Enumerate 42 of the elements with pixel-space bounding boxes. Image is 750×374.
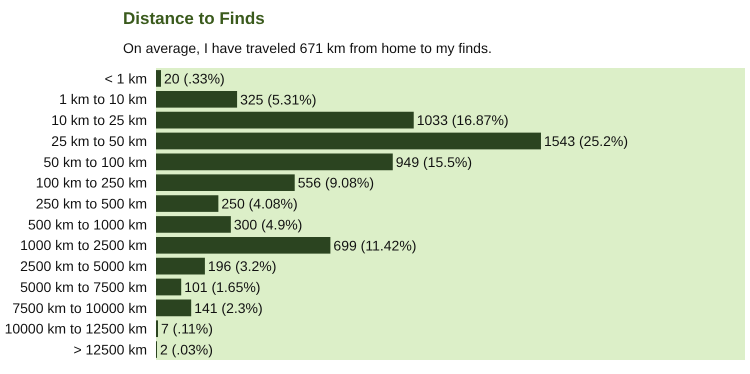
y-tick-label: 25 km to 50 km: [51, 132, 147, 149]
data-label: 325 (5.31%): [240, 91, 316, 108]
bar: [156, 278, 182, 296]
data-label: 1543 (25.2%): [544, 133, 628, 149]
data-label: 7 (.11%): [161, 320, 213, 337]
chart-subtitle: On average, I have traveled 671 km from home to my finds.: [123, 40, 492, 56]
bar: [156, 195, 218, 212]
y-tick-label: < 1 km: [104, 70, 147, 86]
bar: [156, 132, 541, 150]
y-tick-label: 5000 km to 7500 km: [20, 278, 147, 295]
data-label: 300 (4.9%): [234, 216, 302, 232]
bar: [156, 112, 414, 128]
data-label: 250 (4.08%): [221, 196, 298, 212]
bar: [156, 216, 231, 233]
bar: [156, 174, 295, 192]
y-tick-label: 1 km to 10 km: [59, 91, 147, 108]
y-tick-label: 2500 km to 5000 km: [20, 258, 147, 274]
bar: [156, 258, 205, 274]
y-tick-label: 10000 km to 12500 km: [4, 320, 147, 337]
data-label: 2 (.03%): [160, 342, 213, 358]
y-tick-label: 250 km to 500 km: [36, 195, 147, 212]
data-label: 20 (.33%): [164, 70, 225, 86]
data-label: 101 (1.65%): [184, 279, 260, 295]
y-tick-label: 1000 km to 2500 km: [20, 237, 147, 254]
bar: [156, 90, 238, 108]
data-label: 949 (15.5%): [396, 154, 472, 170]
y-tick-label: 7500 km to 10000 km: [12, 300, 147, 316]
bar: [156, 154, 393, 170]
data-label: 1033 (16.87%): [416, 112, 509, 128]
bar: [156, 70, 161, 87]
y-tick-label: 10 km to 25 km: [51, 112, 147, 128]
y-tick-label: 100 km to 250 km: [36, 174, 147, 191]
chart-title: Distance to Finds: [123, 9, 265, 28]
bar: [156, 300, 192, 316]
bar: [156, 236, 330, 254]
data-label: 556 (9.08%): [298, 174, 374, 191]
data-label: 141 (2.3%): [194, 300, 263, 316]
data-label: 699 (11.42%): [333, 237, 416, 254]
y-tick-label: 500 km to 1000 km: [28, 216, 147, 232]
data-label: 196 (3.2%): [208, 258, 276, 274]
y-tick-label: 50 km to 100 km: [44, 154, 147, 170]
y-tick-label: > 12500 km: [73, 341, 147, 358]
